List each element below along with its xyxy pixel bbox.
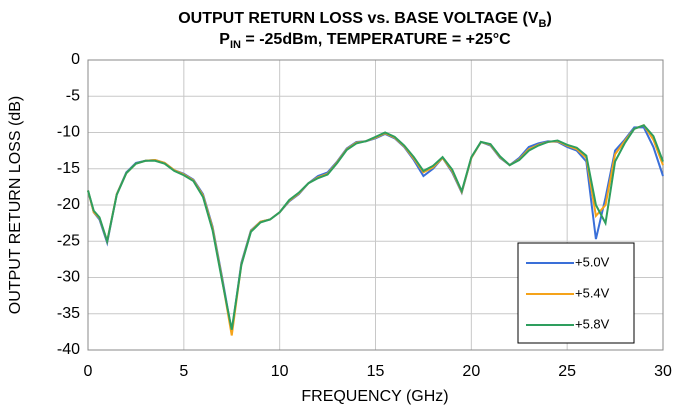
x-tick-label: 20 bbox=[462, 363, 480, 380]
plot-border bbox=[87, 59, 664, 351]
title-part: OUTPUT RETURN LOSS vs. BASE VOLTAGE (V bbox=[178, 10, 539, 27]
x-tick-label: 10 bbox=[271, 363, 289, 380]
chart-subtitle: PIN = -25dBm, TEMPERATURE = +25°C bbox=[219, 31, 511, 51]
x-axis-label: FREQUENCY (GHz) bbox=[301, 388, 448, 405]
x-tick-label: 5 bbox=[179, 363, 188, 380]
x-tick-label: 0 bbox=[84, 363, 93, 380]
subtitle-subscript: IN bbox=[230, 39, 241, 51]
x-tick-label: 30 bbox=[654, 363, 672, 380]
y-tick-label: -25 bbox=[57, 232, 80, 249]
y-tick-label: -40 bbox=[57, 341, 80, 358]
y-tick-label: -15 bbox=[57, 160, 80, 177]
y-tick-label: -20 bbox=[57, 196, 80, 213]
y-tick-label: 0 bbox=[71, 51, 80, 68]
y-tick-label: -10 bbox=[57, 124, 80, 141]
y-tick-label: -35 bbox=[57, 305, 80, 322]
subtitle-part: = -25dBm, TEMPERATURE = +25°C bbox=[241, 31, 511, 48]
subtitle-part: P bbox=[219, 31, 230, 48]
y-tick-label: -5 bbox=[66, 87, 80, 104]
y-axis-label: OUTPUT RETURN LOSS (dB) bbox=[7, 96, 24, 314]
legend-label: +5.0V bbox=[575, 254, 610, 269]
title-subscript: B bbox=[539, 18, 547, 30]
chart-title: OUTPUT RETURN LOSS vs. BASE VOLTAGE (VB) bbox=[178, 10, 552, 30]
title-part: ) bbox=[546, 10, 551, 27]
x-tick-label: 15 bbox=[367, 363, 385, 380]
x-tick-label: 25 bbox=[558, 363, 576, 380]
legend-label: +5.4V bbox=[575, 285, 610, 300]
data-line bbox=[87, 124, 664, 330]
legend-label: +5.8V bbox=[575, 316, 610, 331]
y-tick-label: -30 bbox=[57, 269, 80, 286]
